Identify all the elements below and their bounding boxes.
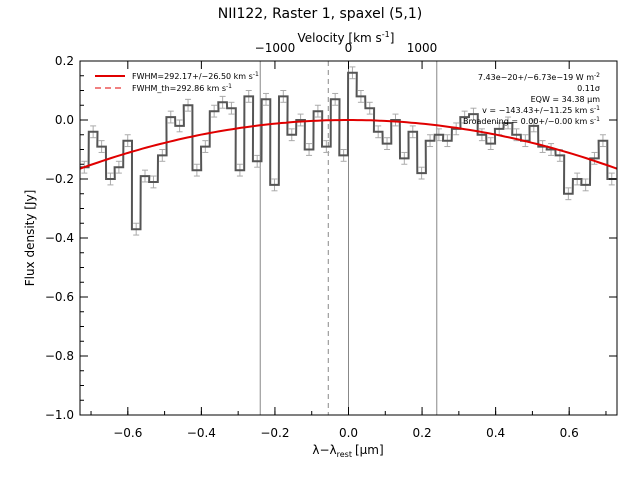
x-tick-label-4: 0.2 xyxy=(413,426,432,440)
y-tick-label-4: −0.2 xyxy=(45,172,74,186)
top-axis-label-end: ] xyxy=(390,31,395,45)
annotation-4: Broadening = 0.00+/−0.00 km s-1 xyxy=(463,116,600,126)
svg-text:Velocity [km s-1]: Velocity [km s-1] xyxy=(298,30,395,45)
annotation-3: v = −143.43+/−11.25 km s-1 xyxy=(482,105,600,115)
x-axis-label: λ−λrest [μm] xyxy=(312,443,383,459)
svg-text:λ−λrest[μm]: λ−λrest [μm] xyxy=(312,443,383,459)
x-tick-label-5: 0.4 xyxy=(486,426,505,440)
annotations: 7.43e−20+/−6.73e−19 W m-2 0.11σ EQW = 34.3… xyxy=(463,72,600,126)
x-axis-label-unit: [μm] xyxy=(355,443,384,457)
top-axis-ticks: −1000 0 1000 xyxy=(255,41,438,55)
y-tick-label-2: −0.6 xyxy=(45,290,74,304)
top-axis-label-sup: -1 xyxy=(382,30,390,39)
top-tick-label-1: 0 xyxy=(345,41,353,55)
x-axis-label-main: λ−λ xyxy=(312,443,336,457)
annotation-2: EQW = 34.38 μm xyxy=(531,95,601,104)
x-axis-label-sub: rest xyxy=(337,450,352,459)
x-axis-ticks: −0.6 −0.4 −0.2 0.0 0.2 0.4 0.6 xyxy=(90,61,607,440)
y-axis-label: Flux density [Jy] xyxy=(23,190,37,287)
top-axis-label: Velocity [km s-1] xyxy=(298,30,395,45)
y-tick-label-5: 0.0 xyxy=(55,113,74,127)
top-tick-label-2: 1000 xyxy=(407,41,438,55)
x-tick-label-2: −0.2 xyxy=(260,426,289,440)
x-tick-label-6: 0.6 xyxy=(560,426,579,440)
y-tick-label-6: 0.2 xyxy=(55,54,74,68)
y-axis-ticks: −1.0 −0.8 −0.6 −0.4 −0.2 0.0 0.2 xyxy=(45,54,617,422)
x-tick-label-1: −0.4 xyxy=(187,426,216,440)
annotation-1: 0.11σ xyxy=(577,84,600,93)
chart-title: NII122, Raster 1, spaxel (5,1) xyxy=(218,6,423,22)
legend-label-0: FWHM=292.17+/−26.50 km s-1 xyxy=(132,71,259,81)
fit-curve xyxy=(79,119,618,170)
plot-area xyxy=(79,61,618,415)
legend: FWHM=292.17+/−26.50 km s-1 FWHM_th=292.86… xyxy=(95,71,259,93)
y-tick-label-0: −1.0 xyxy=(45,408,74,422)
y-tick-label-1: −0.8 xyxy=(45,349,74,363)
top-axis-label-text: Velocity [km s xyxy=(298,31,382,45)
x-tick-label-3: 0.0 xyxy=(339,426,358,440)
y-tick-label-3: −0.4 xyxy=(45,231,74,245)
x-tick-label-0: −0.6 xyxy=(113,426,142,440)
legend-label-1: FWHM_th=292.86 km s-1 xyxy=(132,83,232,93)
annotation-0: 7.43e−20+/−6.73e−19 W m-2 xyxy=(478,72,600,82)
top-tick-label-0: −1000 xyxy=(255,41,296,55)
